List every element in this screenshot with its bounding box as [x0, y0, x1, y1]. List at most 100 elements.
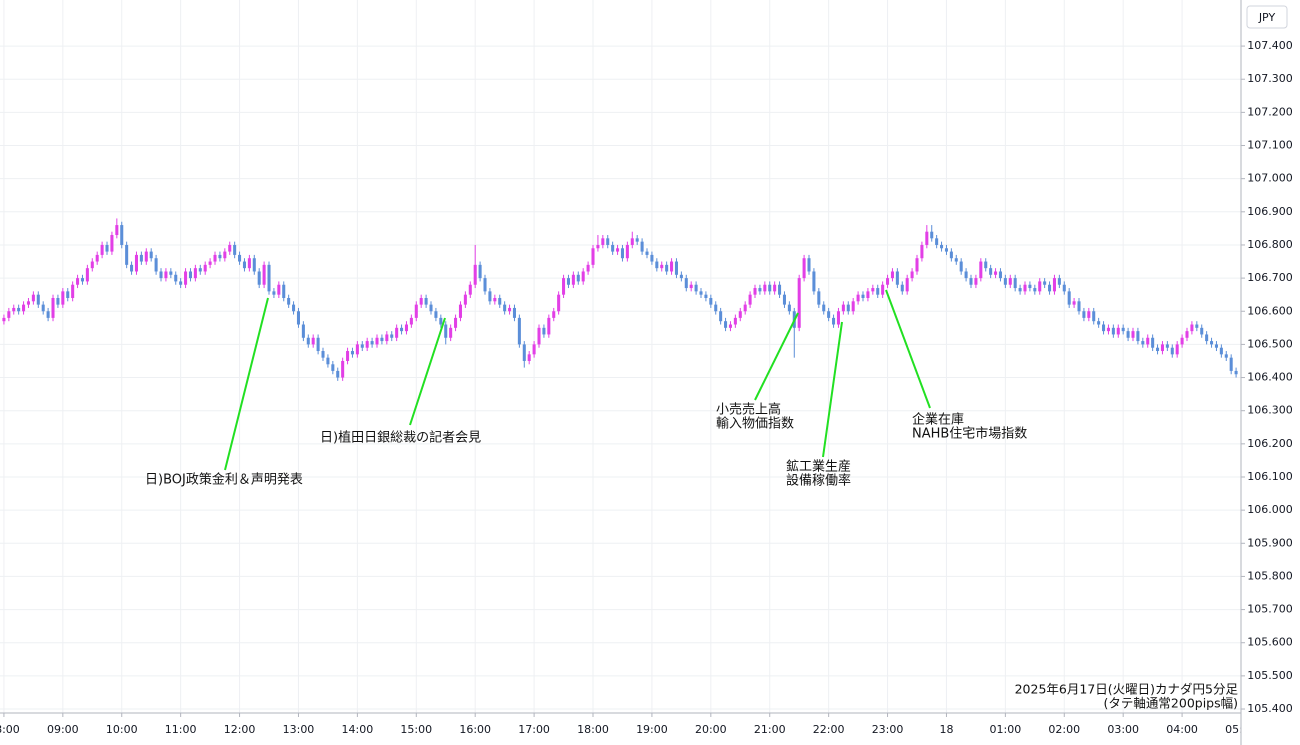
- candle-body: [949, 251, 953, 259]
- candle-body: [881, 284, 885, 295]
- x-tick-label: 20:00: [695, 723, 727, 736]
- y-tick-label: 107.400: [1247, 39, 1293, 52]
- candle-body: [331, 364, 335, 371]
- candle-body: [262, 264, 266, 285]
- candle-body: [1097, 321, 1101, 325]
- annotation-text: 鉱工業生産: [786, 459, 851, 475]
- candle-body: [625, 244, 629, 259]
- candle-body: [380, 337, 384, 342]
- candle-body: [1180, 337, 1184, 345]
- candle-body: [861, 294, 865, 298]
- candle-body: [120, 225, 124, 245]
- y-tick-label: 106.500: [1247, 337, 1293, 350]
- candle-body: [817, 291, 821, 305]
- candle-body: [508, 307, 512, 312]
- candle-body: [876, 288, 880, 295]
- candle-body: [134, 254, 138, 272]
- candle-body: [208, 261, 212, 265]
- candle-body: [110, 235, 114, 252]
- candle-body: [404, 324, 408, 332]
- candle-body: [994, 271, 998, 275]
- x-tick-label: 19:00: [636, 723, 668, 736]
- candle-body: [773, 284, 777, 292]
- candle-body: [169, 271, 173, 275]
- candle-body: [1195, 324, 1199, 328]
- candle-body: [370, 341, 374, 345]
- y-tick-label: 106.200: [1247, 437, 1293, 450]
- candle-body: [179, 281, 183, 285]
- candle-body: [1160, 344, 1164, 352]
- candle-body: [724, 321, 728, 328]
- candle-body: [125, 244, 129, 265]
- candle-body: [1038, 281, 1042, 292]
- candle-body: [321, 351, 325, 358]
- candle-body: [562, 278, 566, 295]
- x-tick-label: 05:00: [1225, 723, 1257, 736]
- x-tick-label: 15:00: [400, 723, 432, 736]
- candle-body: [1023, 284, 1027, 292]
- candle-body: [1043, 281, 1047, 285]
- candle-body: [301, 324, 305, 338]
- candle-body: [277, 284, 281, 295]
- candle-body: [954, 258, 958, 262]
- candle-body: [704, 294, 708, 298]
- y-tick-label: 106.600: [1247, 304, 1293, 317]
- x-tick-label: 10:00: [106, 723, 138, 736]
- candle-body: [360, 344, 364, 348]
- candle-body: [571, 274, 575, 285]
- candle-body: [557, 294, 561, 312]
- candle-body: [616, 248, 620, 252]
- y-tick-label: 106.300: [1247, 404, 1293, 417]
- candle-body: [223, 251, 227, 259]
- candle-body: [1190, 324, 1194, 332]
- candle-body: [439, 317, 443, 325]
- candle-body: [85, 268, 89, 282]
- candle-body: [463, 294, 467, 305]
- candle-body: [846, 304, 850, 312]
- candle-body: [822, 304, 826, 312]
- candle-body: [311, 337, 315, 345]
- candle-body: [856, 294, 860, 302]
- candle-body: [61, 291, 65, 305]
- candle-body: [71, 284, 75, 298]
- annotation-text: 日)植田日銀総裁の記者会見: [320, 430, 481, 446]
- candle-body: [606, 238, 610, 245]
- candle-body: [341, 360, 345, 378]
- candle-body: [1102, 324, 1106, 332]
- candle-body: [679, 274, 683, 279]
- candle-body: [1092, 311, 1096, 322]
- candle-body: [832, 317, 836, 325]
- candle-body: [1008, 278, 1012, 285]
- candle-body: [1126, 331, 1130, 338]
- candle-body: [586, 264, 590, 272]
- candle-body: [419, 297, 423, 305]
- y-tick-label: 106.900: [1247, 205, 1293, 218]
- candle-body: [444, 324, 448, 338]
- x-axis: 08:00 09:00 10:00 11:00 12:00 13:00 14:00 15:00…: [0, 713, 1257, 736]
- x-tick-label: 18:00: [577, 723, 609, 736]
- candle-body: [257, 271, 261, 285]
- candle-body: [655, 261, 659, 269]
- candle-body: [714, 304, 718, 312]
- candle-body: [1013, 278, 1017, 289]
- candle-body: [80, 278, 84, 282]
- candle-body: [449, 327, 453, 338]
- candle-body: [910, 271, 914, 279]
- x-tick-label: 03:00: [1107, 723, 1139, 736]
- candle-body: [684, 278, 688, 289]
- candle-body: [782, 294, 786, 305]
- candle-body: [895, 271, 899, 285]
- y-tick-label: 106.100: [1247, 470, 1293, 483]
- candle-body: [1052, 278, 1056, 292]
- candle-body: [76, 278, 80, 285]
- candle-body: [100, 244, 104, 255]
- candle-body: [365, 341, 369, 348]
- y-tick-label: 105.900: [1247, 536, 1293, 549]
- candle-body: [1082, 311, 1086, 318]
- candle-body: [1146, 337, 1150, 345]
- y-tick-label: 107.000: [1247, 172, 1293, 185]
- candle-body: [296, 311, 300, 325]
- candle-body: [282, 284, 286, 298]
- y-tick-label: 106.700: [1247, 271, 1293, 284]
